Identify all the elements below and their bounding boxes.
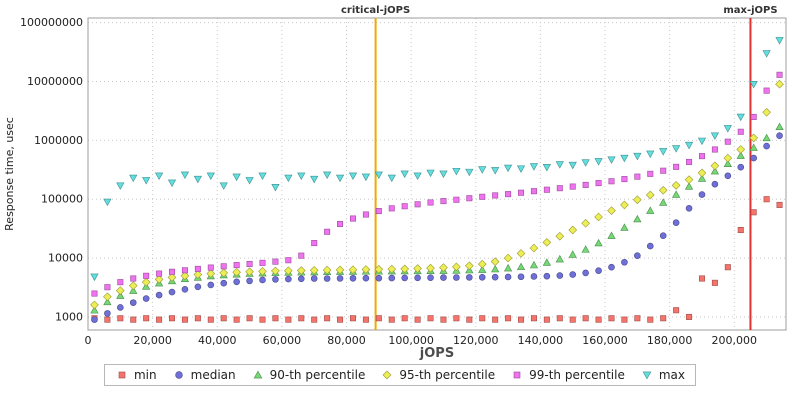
legend-label: 99-th percentile	[529, 368, 625, 382]
99-th-percentile-marker-icon	[513, 371, 521, 379]
chart-legend: min median 90-th percentile 95-th percentil…	[103, 364, 697, 386]
legend-item-99-th-percentile: 99-th percentile	[510, 368, 625, 382]
y-axis-title: Response time, usec	[3, 117, 16, 231]
legend-label: max	[658, 368, 686, 382]
max-marker-icon	[642, 371, 652, 380]
x-tick-label: 160,000	[582, 334, 628, 347]
y-grid: 1000 10000 100000 1000000 10000000 100000000	[20, 16, 786, 323]
series-max	[90, 37, 784, 282]
x-tick-label: 100,000	[388, 334, 434, 347]
series-median	[91, 132, 783, 323]
x-tick-label: 140,000	[518, 334, 564, 347]
x-tick-label: 0	[85, 334, 92, 347]
median-marker-icon	[174, 371, 183, 379]
y-tick-label: 10000000	[27, 75, 83, 88]
y-tick-label: 1000	[55, 310, 83, 323]
series-95-th-percentile	[90, 79, 784, 310]
x-tick-label: 180,000	[647, 334, 693, 347]
x-tick-label: 20,000	[133, 334, 172, 347]
legend-item-median: median	[172, 368, 236, 382]
series-99-th-percentile	[91, 71, 783, 297]
x-tick-label: 200,000	[712, 334, 758, 347]
y-tick-label: 10000	[48, 252, 83, 265]
legend-label: 90-th percentile	[269, 368, 366, 382]
95-th-percentile-marker-icon	[382, 370, 392, 380]
min-marker-icon	[118, 371, 126, 379]
90-th-percentile-marker-icon	[253, 370, 262, 379]
response-time-chart: 1000100001000001000000100000001000000000…	[3, 5, 787, 361]
x-tick-label: 80,000	[327, 334, 366, 347]
legend-label: min	[133, 368, 157, 382]
legend-item-min: min	[115, 368, 157, 382]
legend-item-max: max	[640, 368, 685, 382]
legend-item-95-th-percentile: 95-th percentile	[380, 368, 495, 382]
x-grid: 0 20,000 40,000 60,000 80,000 100,000 120,000 1…	[85, 18, 758, 347]
x-tick-label: 60,000	[263, 334, 302, 347]
legend-row: min median 90-th percentile 95-th percentil…	[0, 364, 800, 386]
max-jops-label: max-jOPS	[723, 5, 777, 16]
series-min	[91, 196, 783, 323]
x-tick-label: 120,000	[453, 334, 499, 347]
y-tick-label: 100000	[41, 193, 83, 206]
legend-label: 95-th percentile	[399, 368, 496, 382]
critical-jops-label: critical-jOPS	[341, 5, 410, 16]
y-tick-label: 100000000	[20, 16, 83, 29]
plot-area: 1000100001000001000000100000001000000000…	[20, 5, 787, 347]
legend-item-90-th-percentile: 90-th percentile	[251, 368, 366, 382]
y-tick-label: 1000000	[34, 134, 83, 147]
x-tick-label: 40,000	[198, 334, 237, 347]
legend-label: median	[190, 368, 236, 382]
x-axis-title: jOPS	[419, 346, 454, 361]
